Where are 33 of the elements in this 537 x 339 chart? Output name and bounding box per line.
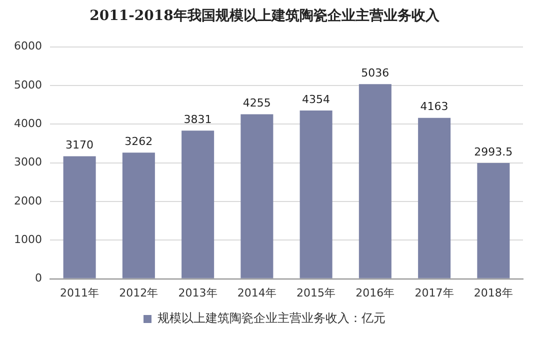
bar xyxy=(63,156,96,278)
chart-title: 2011-2018年我国规模以上建筑陶瓷企业主营业务收入 xyxy=(90,7,440,24)
bar xyxy=(240,114,274,278)
data-label: 3170 xyxy=(66,138,94,152)
y-tick-label: 1000 xyxy=(14,232,42,246)
x-tick-label: 2017年 xyxy=(414,286,454,300)
y-tick-label: 4000 xyxy=(14,116,42,130)
y-tick-label: 5000 xyxy=(14,78,42,92)
x-tick-label: 2012年 xyxy=(119,286,158,300)
data-label: 3831 xyxy=(184,113,212,126)
data-label: 3262 xyxy=(124,135,153,148)
bar xyxy=(182,130,214,278)
bar xyxy=(358,84,392,278)
legend-label: 规模以上建筑陶瓷企业主营业务收入：亿元 xyxy=(158,311,386,326)
x-tick-label: 2011年 xyxy=(60,286,100,300)
bar xyxy=(122,152,155,278)
y-tick-label: 0 xyxy=(34,272,42,285)
x-tick-label: 2018年 xyxy=(474,286,513,300)
bar xyxy=(477,163,510,278)
data-label: 2993.5 xyxy=(474,145,513,158)
y-tick-label: 2000 xyxy=(14,194,42,208)
bar xyxy=(418,118,451,278)
x-tick-label: 2016年 xyxy=(356,286,395,300)
data-label: 4354 xyxy=(302,92,330,106)
bar xyxy=(300,110,332,278)
data-label: 5036 xyxy=(361,66,390,80)
x-tick-label: 2014年 xyxy=(237,286,276,300)
x-tick-label: 2013年 xyxy=(178,286,218,300)
y-tick-label: 3000 xyxy=(14,156,42,169)
x-tick-label: 2015年 xyxy=(296,286,336,300)
y-tick-label: 6000 xyxy=(14,40,42,53)
data-label: 4163 xyxy=(420,100,448,114)
data-label: 4255 xyxy=(242,96,271,110)
